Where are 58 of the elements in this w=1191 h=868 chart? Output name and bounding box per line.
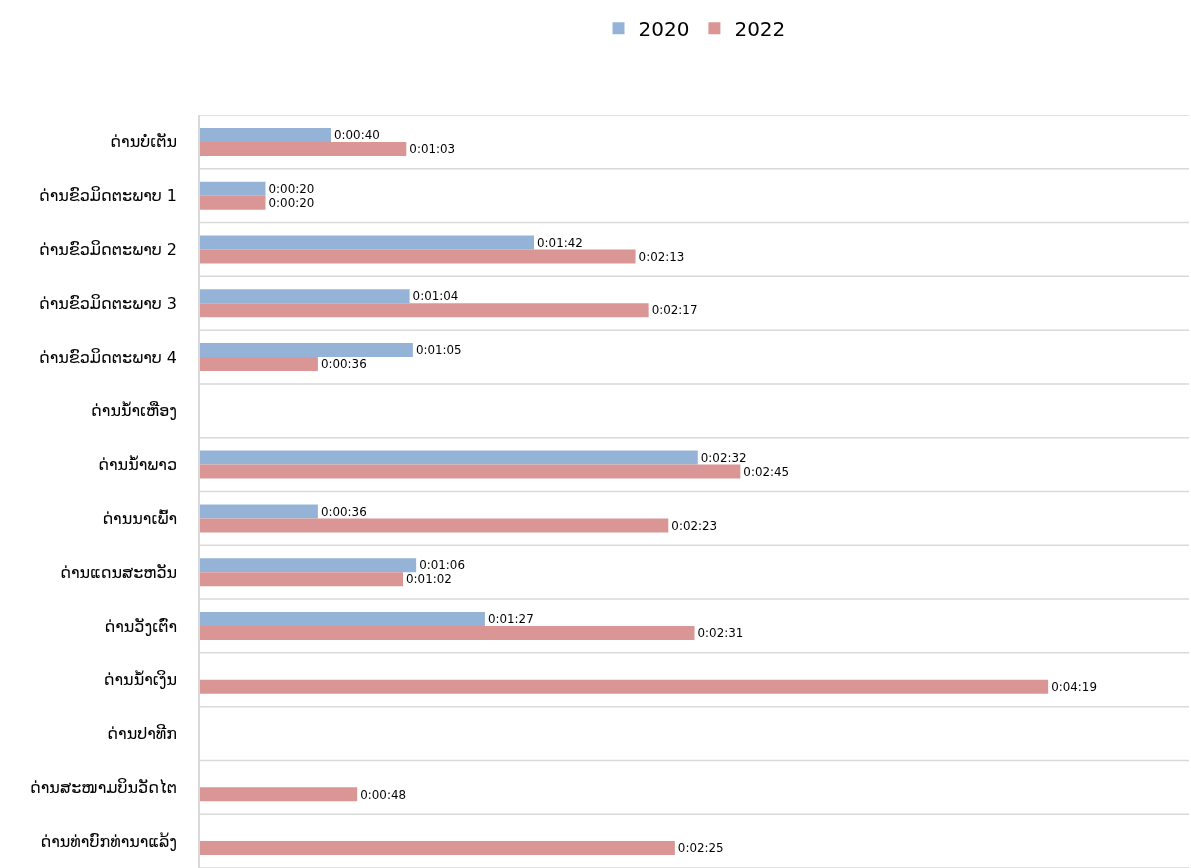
data-label: 0:01:02 [406, 572, 452, 587]
data-label: 0:01:42 [537, 235, 583, 250]
data-label: 0:04:19 [1051, 679, 1097, 694]
data-label: 0:00:40 [334, 128, 380, 143]
data-label: 0:01:04 [412, 289, 459, 304]
y-tick-label: ດ່ານວັງເຕົ່າ [104, 616, 178, 636]
bar [200, 141, 407, 156]
legend-label: 2022 [734, 16, 786, 41]
bar [200, 181, 266, 196]
data-label: 0:01:06 [419, 558, 465, 573]
bar [200, 841, 675, 856]
y-tick-label: ດ່ານນ້ຳພາວ [98, 455, 178, 475]
bar [200, 357, 318, 372]
data-label: 0:00:48 [360, 787, 407, 802]
data-label: 0:01:03 [409, 142, 456, 157]
y-tick-label: ດ່ານນ້ຳເຫືອງ [91, 401, 178, 421]
data-label: 0:02:23 [671, 518, 718, 533]
data-label: 0:02:13 [638, 249, 685, 264]
bar [200, 249, 636, 264]
data-label: 0:02:25 [677, 841, 724, 856]
y-tick-label: ດ່ານປາທີກ [107, 723, 178, 744]
y-tick-label: ດ່ານຂົວມິດຕະພາບ 4 [38, 347, 178, 367]
data-label: 0:02:17 [651, 303, 698, 318]
bar [200, 235, 535, 250]
y-tick-label: ດ່ານທ່າບົກທ່ານາແລ້ງ [40, 831, 178, 851]
y-tick-label: ດ່ານຂົວມິດຕະພາບ 3 [38, 293, 178, 313]
y-tick-label: ດ່ານນ້ຳເງິນ [103, 670, 178, 690]
legend-label: 2020 [638, 16, 690, 41]
data-label: 0:02:31 [697, 626, 744, 641]
bar [200, 504, 318, 519]
data-label: 0:00:36 [320, 504, 367, 519]
bar [200, 787, 358, 802]
bar [200, 195, 266, 210]
data-label: 0:02:32 [700, 450, 747, 465]
y-tick-label: ດ່ານສະໜາມບິນວັດໄຕ [30, 777, 178, 797]
data-label: 0:00:20 [268, 181, 315, 196]
data-label: 0:00:20 [268, 195, 315, 210]
data-label: 0:01:05 [415, 343, 462, 358]
bar [200, 127, 331, 142]
y-tick-label: ດ່ານແດນສະຫວັນ [60, 562, 178, 582]
bar [200, 343, 413, 358]
y-tick-label: ດ່ານຂົວມິດຕະພາບ 2 [38, 240, 178, 260]
bar [200, 558, 417, 573]
data-label: 0:00:36 [320, 357, 367, 372]
data-label: 0:01:27 [487, 612, 534, 627]
y-tick-label: ດ່ານບໍ່ເຕັນ [110, 132, 178, 152]
bar [200, 464, 741, 479]
bar [200, 625, 695, 640]
bar [200, 289, 410, 304]
y-tick-label: ດ່ານນາເພົ້າ [102, 508, 178, 528]
bar [200, 679, 1049, 694]
y-tick-label: ດ່ານຂົວມິດຕະພາບ 1 [38, 186, 178, 206]
data-label: 0:02:45 [743, 464, 790, 479]
bar [200, 303, 649, 318]
bar [200, 450, 698, 465]
bar [200, 518, 669, 533]
bar [200, 572, 404, 587]
bar [200, 611, 485, 626]
